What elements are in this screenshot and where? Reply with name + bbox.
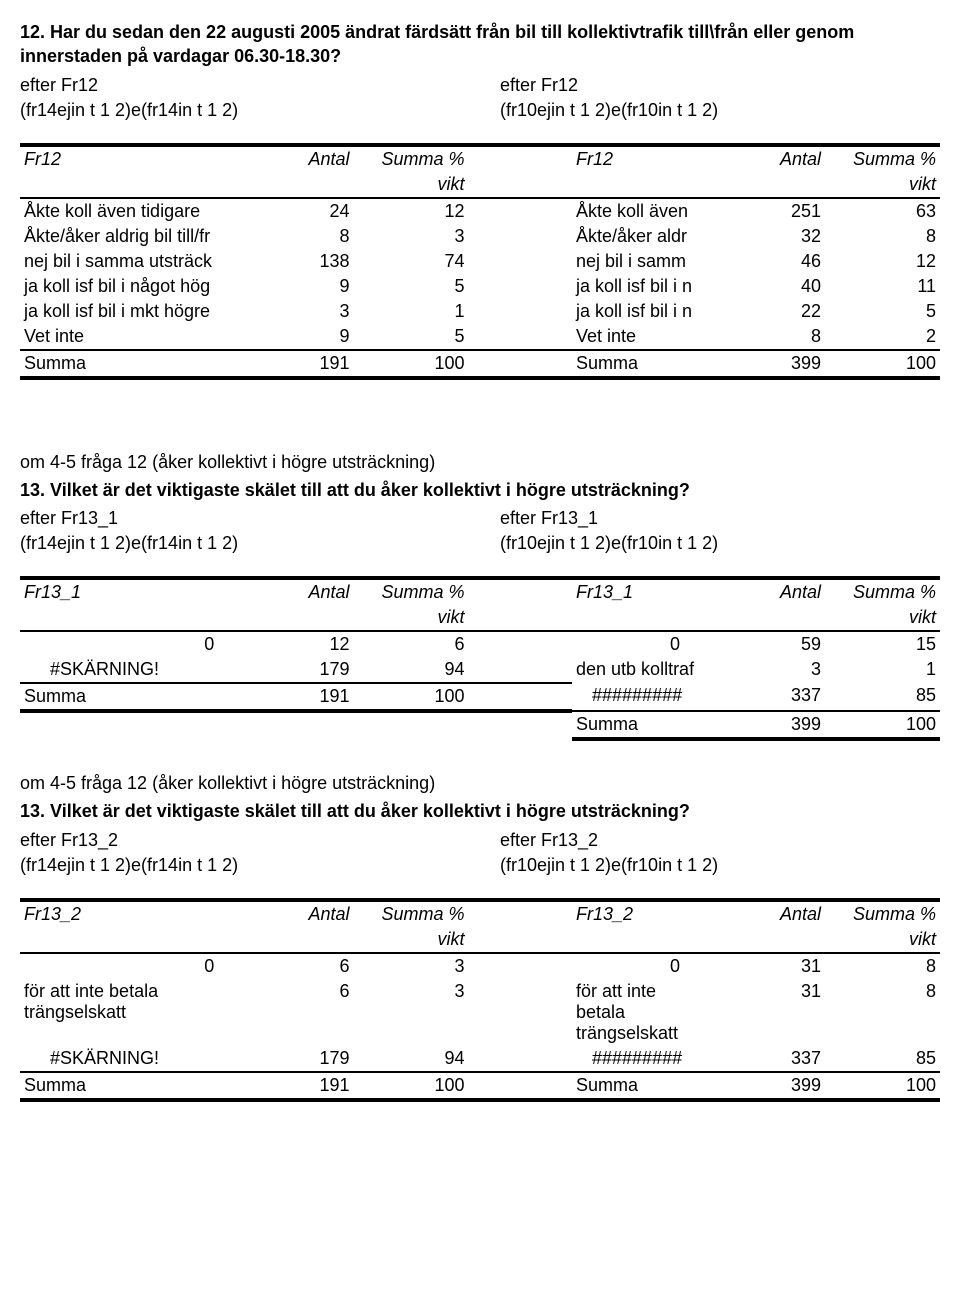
- q13-1-left-filter: (fr14ejin t 1 2)e(fr14in t 1 2): [20, 533, 500, 554]
- q13-1-title: 13. Vilket är det viktigaste skälet till…: [20, 478, 940, 502]
- col-vikt: vikt: [354, 172, 469, 198]
- q12-header-row: Fr12 Antal Summa % Fr12 Antal Summa %: [20, 145, 940, 172]
- q13-2-left-filter: (fr14ejin t 1 2)e(fr14in t 1 2): [20, 855, 500, 876]
- q12-header-row2: vikt vikt: [20, 172, 940, 198]
- col-antal: Antal: [710, 145, 825, 172]
- col-summa: Summa %: [825, 145, 940, 172]
- q13-2-prenote: om 4-5 fråga 12 (åker kollektivt i högre…: [20, 771, 940, 795]
- q13-1-filter-row: (fr14ejin t 1 2)e(fr14in t 1 2) (fr10eji…: [20, 533, 940, 554]
- q13-2-header-row: Fr13_2 Antal Summa % Fr13_2 Antal Summa …: [20, 900, 940, 927]
- q13-1-header-row: Fr13_1 Antal Summa % Fr13_1 Antal Summa …: [20, 578, 940, 605]
- q13-2-filter-row: (fr14ejin t 1 2)e(fr14in t 1 2) (fr10eji…: [20, 855, 940, 876]
- q12-sum-row: Summa 191 100 Summa 399 100: [20, 350, 940, 378]
- q13-1-header-row2: vikt vikt: [20, 605, 940, 631]
- q12-head-l: Fr12: [20, 145, 244, 172]
- q12-right-after: efter Fr12: [500, 75, 940, 96]
- table-row: ja koll isf bil i mkt högre 3 1 ja koll …: [20, 299, 940, 324]
- col-antal: Antal: [244, 145, 353, 172]
- q12-filter-row: (fr14ejin t 1 2)e(fr14in t 1 2) (fr10eji…: [20, 100, 940, 121]
- table-row: ja koll isf bil i något hög 9 5 ja koll …: [20, 274, 940, 299]
- q12-right-filter: (fr10ejin t 1 2)e(fr10in t 1 2): [500, 100, 940, 121]
- q12-left-filter: (fr14ejin t 1 2)e(fr14in t 1 2): [20, 100, 500, 121]
- q13-1-right-after: efter Fr13_1: [500, 508, 940, 529]
- q13-1-right-filter: (fr10ejin t 1 2)e(fr10in t 1 2): [500, 533, 940, 554]
- q13-1-left-after: efter Fr13_1: [20, 508, 500, 529]
- q12-title: 12. Har du sedan den 22 augusti 2005 änd…: [20, 20, 940, 69]
- q13-2-title: 13. Vilket är det viktigaste skälet till…: [20, 799, 940, 823]
- q12-table: Fr12 Antal Summa % Fr12 Antal Summa % vi…: [20, 143, 940, 380]
- col-summa: Summa %: [354, 145, 469, 172]
- table-row: #SKÄRNING! 179 94 ######### 337 85: [20, 1046, 940, 1072]
- table-row: för att inte betala trängselskatt 6 3 fö…: [20, 979, 940, 1046]
- q13-2-right-filter: (fr10ejin t 1 2)e(fr10in t 1 2): [500, 855, 940, 876]
- table-row: 0 6 3 0 31 8: [20, 953, 940, 979]
- table-row: Åkte koll även tidigare 24 12 Åkte koll …: [20, 198, 940, 224]
- q13-2-header-row2: vikt vikt: [20, 927, 940, 953]
- q13-2-right-after: efter Fr13_2: [500, 830, 940, 851]
- q12-head-r: Fr12: [572, 145, 710, 172]
- table-row: #SKÄRNING! 179 94 den utb kolltraf 3 1: [20, 657, 940, 683]
- q13-2-table: Fr13_2 Antal Summa % Fr13_2 Antal Summa …: [20, 898, 940, 1102]
- table-row: nej bil i samma utsträck 138 74 nej bil …: [20, 249, 940, 274]
- q13-1-sum-row-right: Summa 399 100: [20, 711, 940, 739]
- q12-left-after: efter Fr12: [20, 75, 500, 96]
- q13-2-after-row: efter Fr13_2 efter Fr13_2: [20, 830, 940, 851]
- table-row: Summa 191 100 ######### 337 85: [20, 683, 940, 711]
- q12-after-row: efter Fr12 efter Fr12: [20, 75, 940, 96]
- q13-2-left-after: efter Fr13_2: [20, 830, 500, 851]
- col-vikt: vikt: [825, 172, 940, 198]
- table-row: Vet inte 9 5 Vet inte 8 2: [20, 324, 940, 350]
- q13-2-sum-row: Summa 191 100 Summa 399 100: [20, 1072, 940, 1100]
- q13-1-prenote: om 4-5 fråga 12 (åker kollektivt i högre…: [20, 450, 940, 474]
- q13-1-after-row: efter Fr13_1 efter Fr13_1: [20, 508, 940, 529]
- q13-1-table: Fr13_1 Antal Summa % Fr13_1 Antal Summa …: [20, 576, 940, 741]
- table-row: Åkte/åker aldrig bil till/fr 8 3 Åkte/åk…: [20, 224, 940, 249]
- table-row: 0 12 6 0 59 15: [20, 631, 940, 657]
